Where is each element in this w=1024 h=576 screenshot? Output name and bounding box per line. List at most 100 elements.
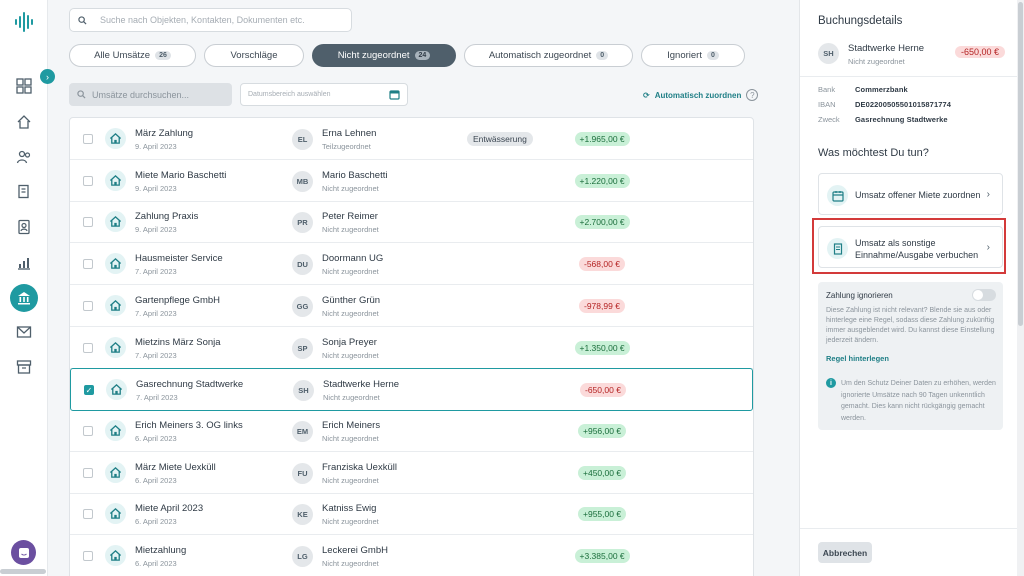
avatar: EM	[292, 420, 313, 442]
avatar: MB	[292, 170, 313, 192]
contact-name: Stadtwerke Herne	[323, 379, 400, 391]
tab-vorschlaege[interactable]: Vorschläge	[204, 44, 304, 67]
chat-icon[interactable]	[11, 540, 36, 565]
row-checkbox[interactable]	[83, 551, 93, 561]
contact-name: Erna Lehnen	[322, 128, 377, 139]
divider	[800, 528, 1018, 529]
contact-name: Doormann UG	[322, 253, 384, 265]
table-row[interactable]: Hausmeister Service 7. April 2023 DU Doorma…	[70, 243, 753, 286]
bank-icon[interactable]	[10, 284, 38, 312]
tab-nicht-zugeordnet[interactable]: Nicht zugeordnet 24	[312, 44, 456, 67]
amount-badge: +3.385,00 €	[574, 549, 630, 563]
panel-title: Buchungsdetails	[818, 15, 903, 27]
row-checkbox[interactable]	[83, 259, 93, 270]
row-checkbox[interactable]	[83, 175, 93, 186]
house-icon	[105, 336, 126, 358]
transaction-date: 7. April 2023	[135, 267, 177, 277]
auto-assign-link[interactable]: ⟳ Automatisch zuordnen ?	[643, 88, 759, 102]
archive-icon[interactable]	[12, 355, 36, 379]
tab-label: Alle Umsätze	[94, 50, 151, 61]
transaction-title: Mietzins März Sonja	[135, 336, 221, 348]
avatar: SH	[293, 380, 314, 402]
tab-ignoriert[interactable]: Ignoriert 0	[641, 44, 745, 67]
transaction-date: 9. April 2023	[135, 225, 177, 235]
global-search-input[interactable]: Suche nach Objekten, Kontakten, Dokument…	[69, 8, 352, 32]
home-icon[interactable]	[12, 110, 36, 134]
cancel-button[interactable]: Abbrechen	[818, 542, 872, 563]
transaction-search-input[interactable]: Umsätze durchsuchen...	[69, 83, 232, 106]
table-row[interactable]: März Miete Uexküll 6. April 2023 FU Franzis…	[70, 452, 753, 494]
table-row[interactable]: Miete Mario Baschetti 9. April 2023 MB Mari…	[70, 160, 753, 202]
documents-icon[interactable]	[12, 180, 36, 204]
transaction-date: 7. April 2023	[135, 308, 177, 318]
table-row[interactable]: ✓ Gasrechnung Stadtwerke 7. April 2023 SH St…	[70, 368, 753, 412]
dashboard-icon[interactable]	[12, 74, 36, 98]
date-range-picker[interactable]: Datumsbereich auswählen	[240, 83, 408, 106]
table-row[interactable]: Mietzins März Sonja 7. April 2023 SP Sonja …	[70, 327, 753, 369]
amount-badge: +1.350,00 €	[574, 340, 630, 355]
amount-badge: +450,00 €	[578, 465, 627, 480]
avatar: SH	[818, 43, 839, 64]
assignment-status: Nicht zugeordnet	[322, 517, 379, 527]
action-question: Was möchtest Du tun?	[818, 147, 929, 159]
row-checkbox[interactable]	[83, 467, 93, 478]
contact-name: Katniss Ewig	[322, 503, 377, 515]
house-icon	[105, 211, 126, 233]
avatar: EL	[292, 129, 313, 150]
table-row[interactable]: März Zahlung 9. April 2023 EL Erna Lehnen Te…	[70, 118, 753, 160]
table-row[interactable]: Erich Meiners 3. OG links 6. April 2023 EM…	[70, 410, 753, 452]
toggle-knob	[973, 290, 983, 300]
logo-icon	[15, 12, 33, 32]
tab-automatisch-zugeordnet[interactable]: Automatisch zugeordnet 0	[464, 44, 633, 67]
house-icon	[105, 294, 126, 316]
vertical-scrollbar[interactable]	[1017, 0, 1024, 576]
tab-label: Nicht zugeordnet	[337, 50, 410, 61]
contacts-icon[interactable]	[12, 215, 36, 239]
transaction-title: Gasrechnung Stadtwerke	[136, 379, 244, 391]
transaction-date: 6. April 2023	[135, 517, 177, 527]
people-icon[interactable]	[12, 145, 36, 169]
ignore-toggle[interactable]	[972, 289, 996, 301]
assign-rent-button[interactable]: Umsatz offener Miete zuordnen ›	[818, 173, 1003, 215]
calendar-icon	[389, 90, 400, 100]
amount-badge: +956,00 €	[578, 423, 627, 438]
receipt-icon	[827, 238, 848, 259]
mail-icon[interactable]	[12, 320, 36, 344]
table-row[interactable]: Gartenpflege GmbH 7. April 2023 GG Günther …	[70, 285, 753, 327]
assignment-status: Nicht zugeordnet	[323, 393, 380, 403]
scrollbar-thumb[interactable]	[1018, 2, 1023, 326]
row-checkbox[interactable]	[83, 425, 93, 436]
transaction-date: 7. April 2023	[135, 350, 177, 360]
info-text: Um den Schutz Deiner Daten zu erhöhen, w…	[841, 380, 996, 422]
avatar: KE	[292, 504, 313, 526]
table-row[interactable]: Miete April 2023 6. April 2023 KE Katniss E…	[70, 493, 753, 536]
row-checkbox[interactable]	[83, 300, 93, 311]
row-checkbox[interactable]	[83, 134, 93, 144]
divider	[800, 76, 1018, 77]
table-row[interactable]: Mietzahlung 6. April 2023 LG Leckerei GmbH N…	[70, 535, 753, 576]
row-checkbox[interactable]	[83, 217, 93, 228]
row-checkbox[interactable]: ✓	[84, 385, 94, 396]
chart-icon[interactable]	[12, 251, 36, 275]
house-icon	[105, 545, 126, 566]
house-icon	[105, 253, 126, 275]
table-row[interactable]: Zahlung Praxis 9. April 2023 PR Peter Reime…	[70, 201, 753, 244]
purpose-label: Zweck	[818, 115, 840, 124]
rule-link[interactable]: Regel hinterlegen	[826, 354, 889, 363]
search-placeholder: Suche nach Objekten, Kontakten, Dokument…	[100, 15, 305, 25]
collapse-nav-button[interactable]: ›	[40, 69, 55, 84]
row-checkbox[interactable]	[83, 342, 93, 353]
contact-name: Mario Baschetti	[322, 169, 388, 181]
amount-badge: +2.700,00 €	[574, 215, 630, 230]
house-icon	[105, 503, 126, 525]
transaction-title: März Miete Uexküll	[135, 461, 216, 473]
book-other-button[interactable]: Umsatz als sonstige Einnahme/Ausgabe ver…	[818, 226, 1003, 268]
row-checkbox[interactable]	[83, 509, 93, 520]
horizontal-scrollbar[interactable]	[0, 569, 46, 574]
tab-alle-umsaetze[interactable]: Alle Umsätze 26	[69, 44, 196, 67]
calendar-icon	[827, 185, 848, 206]
iban-value: DE02200505501015871774	[855, 100, 952, 109]
amount-badge: -650,00 €	[580, 383, 626, 398]
avatar: DU	[292, 254, 313, 276]
help-icon[interactable]: ?	[746, 89, 759, 101]
